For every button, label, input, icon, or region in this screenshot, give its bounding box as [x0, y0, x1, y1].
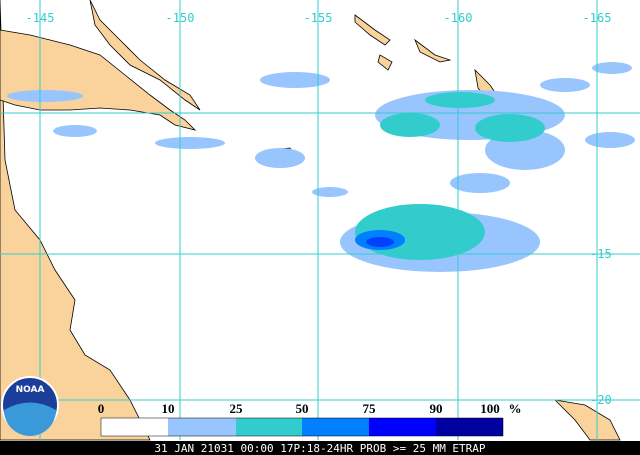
- noaa-logo: NOAA: [1, 376, 59, 436]
- legend-label: 75: [363, 401, 377, 416]
- longitude-label: -145: [26, 11, 55, 25]
- legend-label: 25: [230, 401, 244, 416]
- legend-label: 100: [480, 401, 500, 416]
- logo-text: NOAA: [16, 385, 45, 395]
- longitude-label: -165: [583, 11, 612, 25]
- graticule: [0, 0, 640, 440]
- legend-label: 50: [296, 401, 309, 416]
- legend: 0 10 25 50 75 90 100 %: [98, 401, 522, 437]
- footer-bar: [0, 441, 640, 455]
- footer-text: 31 JAN 21031 00:00 17P:18-24HR PROB >= 2…: [154, 442, 486, 455]
- legend-label: 10: [162, 401, 175, 416]
- precip-areas: [7, 62, 635, 272]
- longitude-label: -150: [166, 11, 195, 25]
- longitude-label: -160: [444, 11, 473, 25]
- latitude-label: -20: [590, 393, 612, 407]
- latitude-label: -15: [590, 247, 612, 261]
- longitude-label: -155: [304, 11, 333, 25]
- legend-label: 0: [98, 401, 105, 416]
- legend-label: 90: [430, 401, 443, 416]
- legend-unit: %: [509, 401, 522, 416]
